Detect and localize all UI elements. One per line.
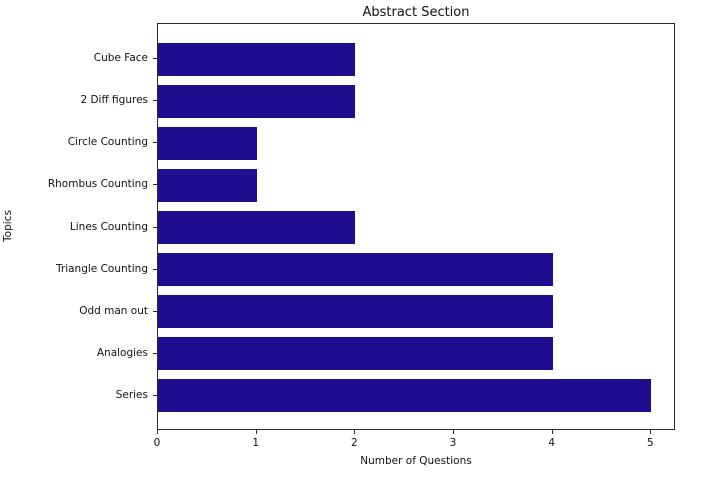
bar-triangle-counting: [158, 252, 553, 287]
x-tick-label-0: 0: [153, 437, 161, 449]
bar-lines-counting: [158, 210, 356, 245]
bar-series: [158, 378, 652, 413]
y-tick-label-circle-counting: Circle Counting: [67, 136, 148, 149]
x-tick-label-2: 2: [350, 437, 358, 449]
x-tick-mark: [255, 430, 257, 434]
y-tick-mark: [153, 100, 157, 102]
bar-analogies: [158, 336, 553, 371]
bar-cube-face: [158, 42, 356, 77]
x-axis-label: Number of Questions: [360, 455, 472, 467]
y-tick-label-triangle-counting: Triangle Counting: [56, 262, 148, 275]
x-tick-mark: [551, 430, 553, 434]
y-tick-label-analogies: Analogies: [96, 346, 148, 359]
y-tick-label-odd-man-out: Odd man out: [79, 304, 148, 317]
y-tick-mark: [153, 352, 157, 354]
bar-circle-counting: [158, 126, 257, 161]
chart-title: Abstract Section: [362, 5, 470, 20]
bar-odd-man-out: [158, 294, 553, 329]
y-tick-mark: [153, 142, 157, 144]
y-tick-mark: [153, 394, 157, 396]
y-tick-label-lines-counting: Lines Counting: [69, 220, 148, 233]
y-tick-mark: [153, 184, 157, 186]
y-tick-label-cube-face: Cube Face: [93, 52, 148, 65]
bar-2-diff-figures: [158, 84, 356, 119]
x-tick-mark: [650, 430, 652, 434]
x-tick-label-1: 1: [252, 437, 259, 449]
x-tick-label-5: 5: [646, 437, 654, 449]
y-tick-label-series: Series: [115, 388, 148, 401]
bar-rhombus-counting: [158, 168, 257, 203]
x-tick-label-4: 4: [548, 437, 555, 449]
y-tick-mark: [153, 268, 157, 270]
x-tick-mark: [453, 430, 454, 434]
y-tick-label-2-diff-figures: 2 Diff figures: [80, 94, 148, 107]
plot-area: [157, 23, 675, 430]
y-tick-mark: [153, 226, 157, 228]
x-tick-label-3: 3: [449, 437, 457, 449]
x-tick-mark: [354, 430, 356, 434]
y-tick-mark: [153, 58, 157, 60]
y-tick-mark: [153, 310, 157, 312]
y-tick-label-rhombus-counting: Rhombus Counting: [47, 178, 148, 191]
x-tick-mark: [157, 430, 158, 434]
